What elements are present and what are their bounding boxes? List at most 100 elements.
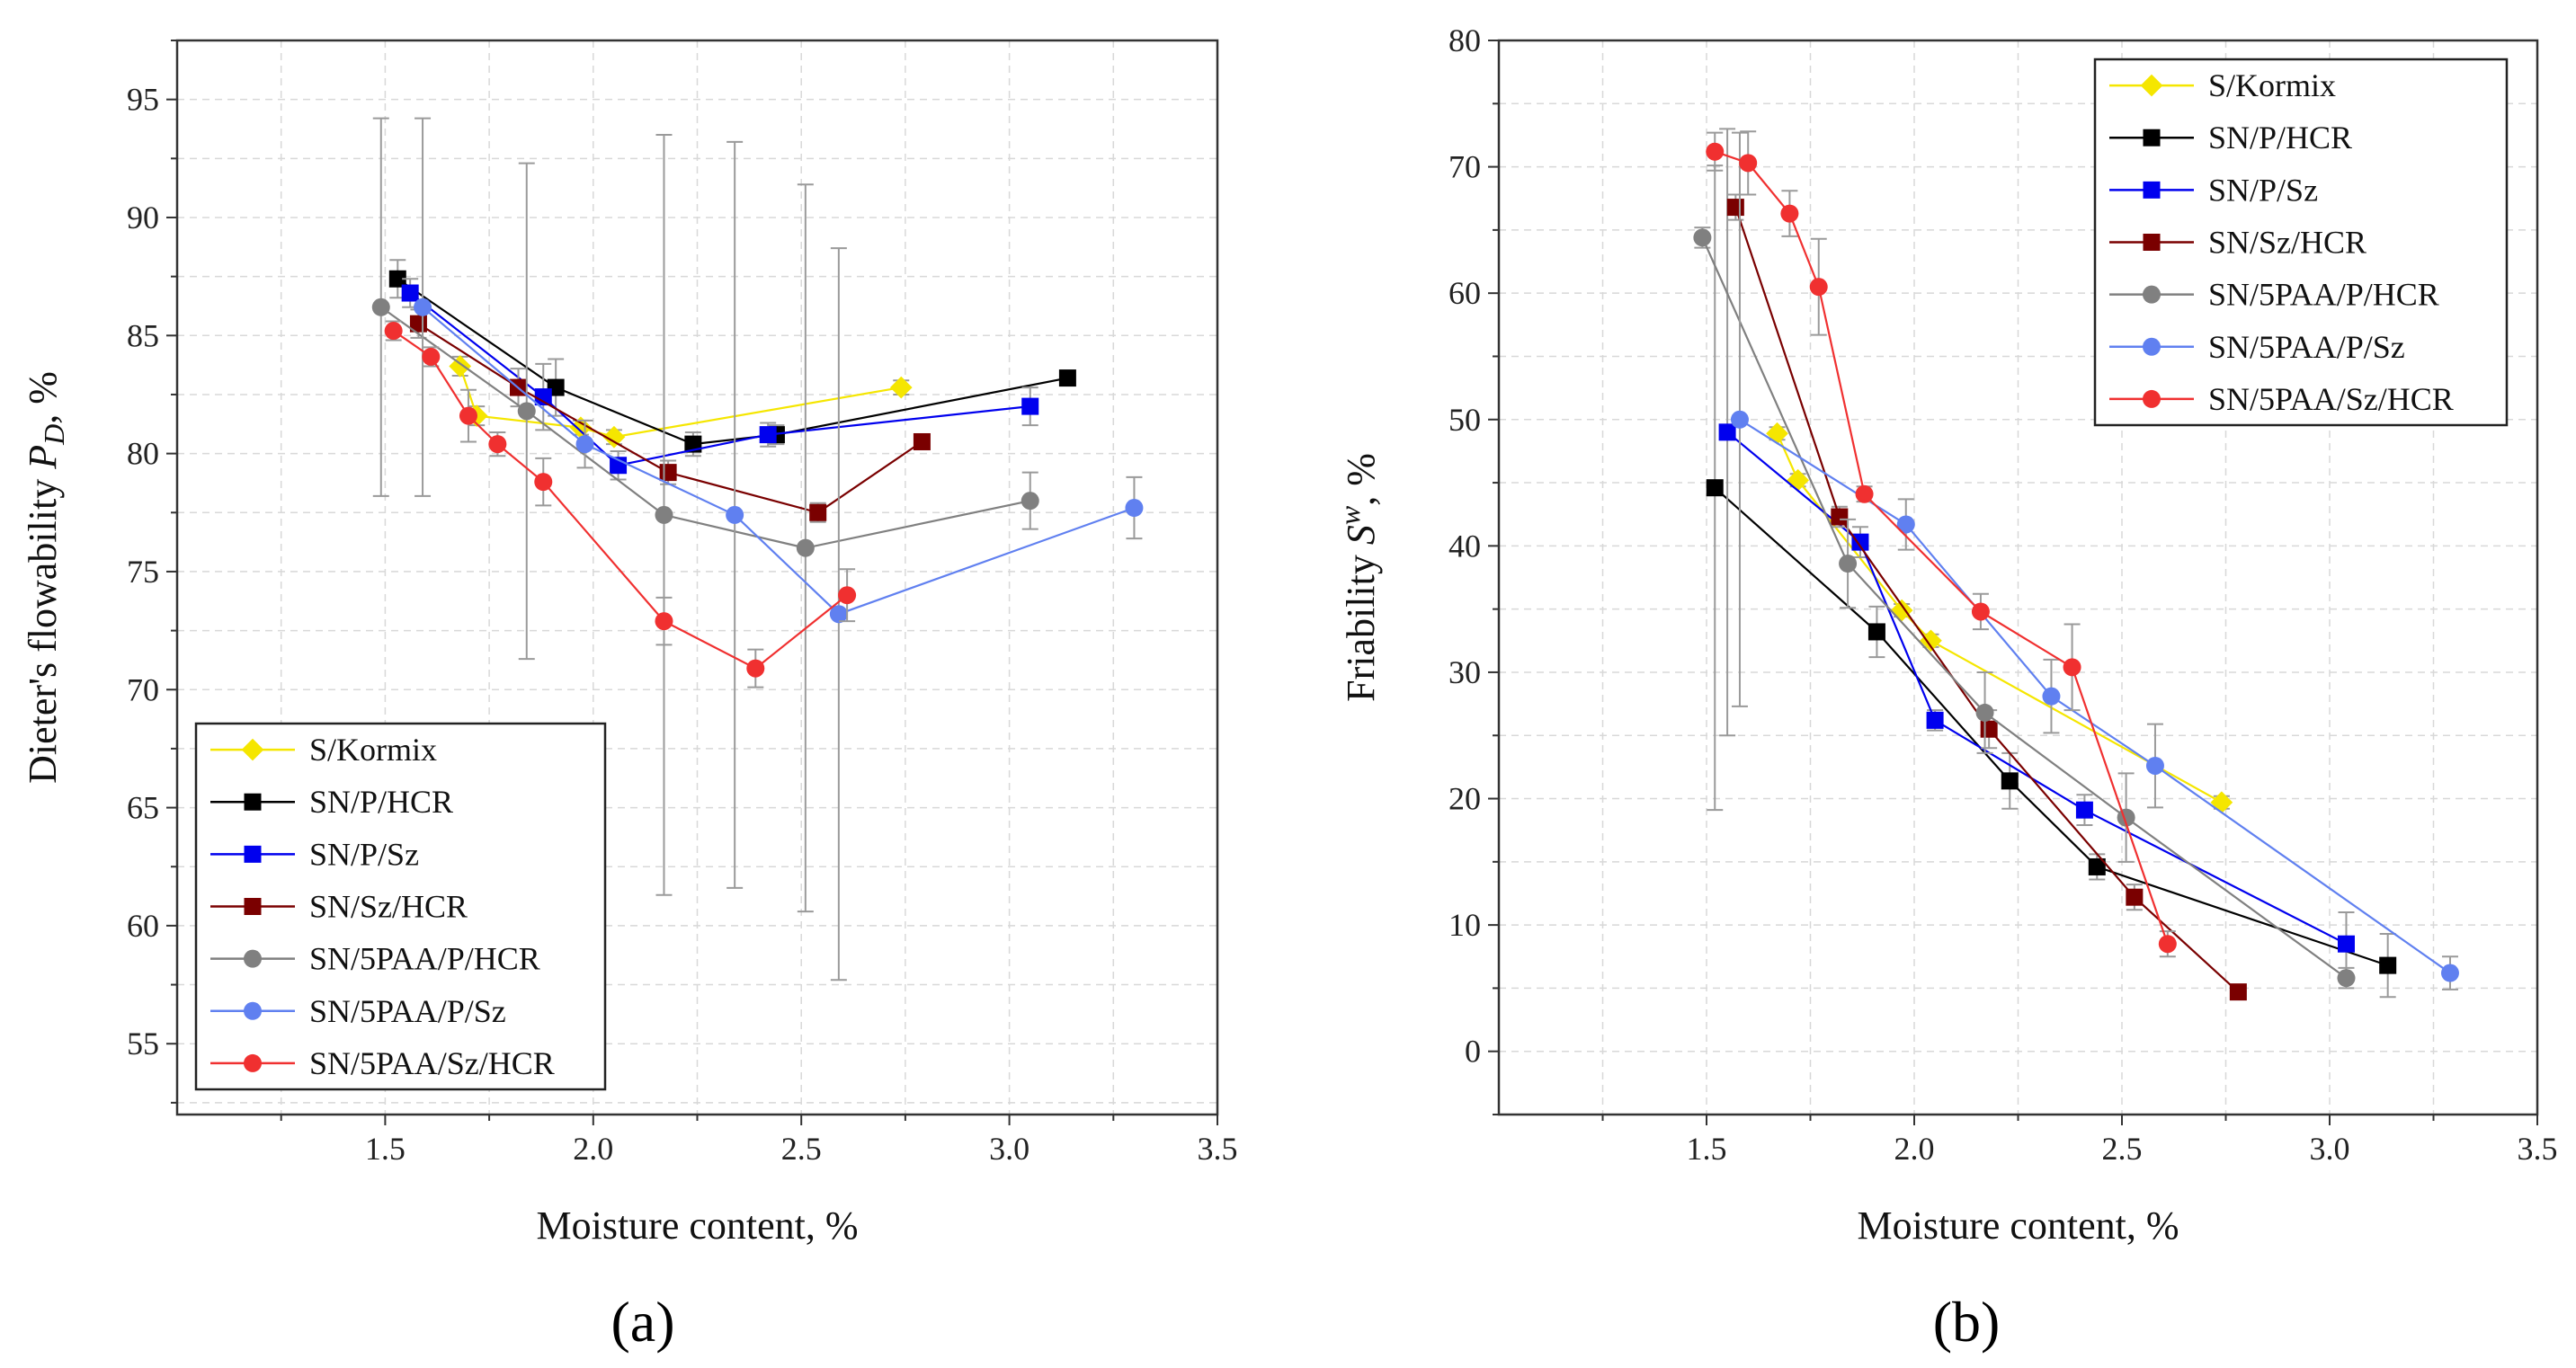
legend-item-sn-sz-hcr: SN/Sz/HCR [210,889,468,925]
series-sn-p-hcr [1706,164,2397,999]
x-tick-label: 2.0 [1894,1131,1935,1167]
data-point [2145,756,2164,775]
y-axis-title: Dieter's flowability PD, % [21,371,70,784]
data-point [1730,410,1749,429]
y-axis-title-unit: , % [21,371,65,424]
legend-item-sn-p-hcr: SN/P/HCR [2109,120,2352,155]
legend-label: SN/Sz/HCR [309,889,468,925]
data-point [2210,791,2233,814]
y-axis-title-text: Friability [1339,545,1383,702]
legend-item-sn-5paa-p-hcr: SN/5PAA/P/HCR [210,941,540,977]
y-tick-label: 80 [1448,22,1481,58]
data-point [1693,228,1712,247]
y-axis-title: Friability Sw, % [1333,453,1383,702]
data-point [2088,857,2106,875]
data-point [796,538,815,557]
series-line [422,306,1135,616]
data-point [2063,658,2081,677]
legend-item-sn-p-sz: SN/P/Sz [2109,172,2318,208]
data-point [1971,602,1990,621]
series-sn-p-sz [401,278,1039,481]
data-point [1926,711,1944,729]
legend-label: SN/P/Sz [2208,172,2318,208]
data-point [1021,397,1039,415]
data-point [1831,508,1849,526]
data-point [1058,369,1076,387]
data-point [1125,499,1144,518]
gridlines [177,40,1217,1115]
legend-marker [244,949,262,968]
data-point [1787,468,1809,492]
legend-item-s-kormix: S/Kormix [210,732,437,768]
chart-panel-a: 1.5 2.0 2.5 3.0 3.5 55 60 65 70 75 80 85 90 95 Moistur… [21,39,1238,1354]
data-point [746,659,765,678]
y-tick-label: 20 [1448,781,1481,817]
y-tick-label: 60 [127,908,159,944]
x-tick-label: 2.5 [2102,1131,2143,1167]
legend-label: SN/5PAA/Sz/HCR [2208,381,2454,417]
series-line [380,306,1030,549]
legend-item-sn-5paa-sz-hcr: SN/5PAA/Sz/HCR [210,1045,555,1081]
data-point [2229,983,2247,1001]
legend-marker [244,1053,262,1072]
data-point [1975,703,1994,722]
data-point [2337,969,2356,988]
data-point [1855,484,1874,503]
plot-area [1693,128,2459,1001]
series-sn-p-hcr [388,259,1076,457]
data-point [759,426,777,444]
data-point [388,270,406,288]
data-point [1809,278,1828,297]
data-point [1706,479,1724,497]
y-tick-label: 55 [127,1026,159,1062]
data-point [569,416,593,440]
data-point [1920,629,1942,653]
legend-marker [241,738,264,761]
y-tick-label: 95 [127,82,159,118]
data-point [659,464,677,482]
series-sn-5paa-p-sz [1730,131,2459,990]
data-point [414,298,432,316]
data-point [2042,687,2061,706]
legend-item-sn-p-sz: SN/P/Sz [210,836,419,872]
data-point [384,322,403,341]
legend-marker [2143,337,2161,356]
y-axis-title-text: Dieter's flowability [21,469,65,784]
legend-label: SN/5PAA/P/Sz [309,993,506,1029]
series-sn-5paa-sz-hcr [384,320,857,688]
axis-ticks: 1.5 2.0 2.5 3.0 3.5 0 10 20 30 40 50 60 70 80 [1448,22,2558,1167]
legend-label: SN/5PAA/P/HCR [2208,277,2439,313]
data-point [1980,720,1998,738]
series-sn-sz-hcr [1726,193,2247,1001]
x-tick-label: 3.0 [2310,1131,2350,1167]
x-tick-label: 3.0 [989,1131,1030,1167]
series-line [1726,431,2347,946]
data-point [602,425,626,449]
x-tick-label: 2.5 [781,1131,822,1167]
plot-area [371,117,1144,982]
data-point [829,605,848,624]
data-point [401,284,419,302]
x-tick-label: 3.5 [1198,1131,1238,1167]
y-tick-label: 50 [1448,402,1481,438]
legend-box [2093,58,2509,427]
legend-marker [2143,389,2161,408]
y-axis-title-superscript: w [1333,505,1366,525]
y-tick-label: 65 [127,790,159,826]
y-tick-label: 80 [127,436,159,472]
data-point [2158,935,2177,954]
legend-label: SN/5PAA/P/HCR [309,941,540,977]
y-tick-label: 75 [127,554,159,590]
data-point [1766,422,1788,445]
legend-marker [2140,74,2163,97]
series-line [1714,150,2169,945]
legend-marker [2143,129,2161,147]
y-axis-title-subscript: D [38,424,70,446]
legend-item-s-kormix: S/Kormix [2109,67,2336,103]
data-point [838,586,857,605]
data-point [809,503,827,521]
data-point [1726,199,1744,217]
data-point [1896,515,1915,534]
legend-label: S/Kormix [309,732,437,768]
